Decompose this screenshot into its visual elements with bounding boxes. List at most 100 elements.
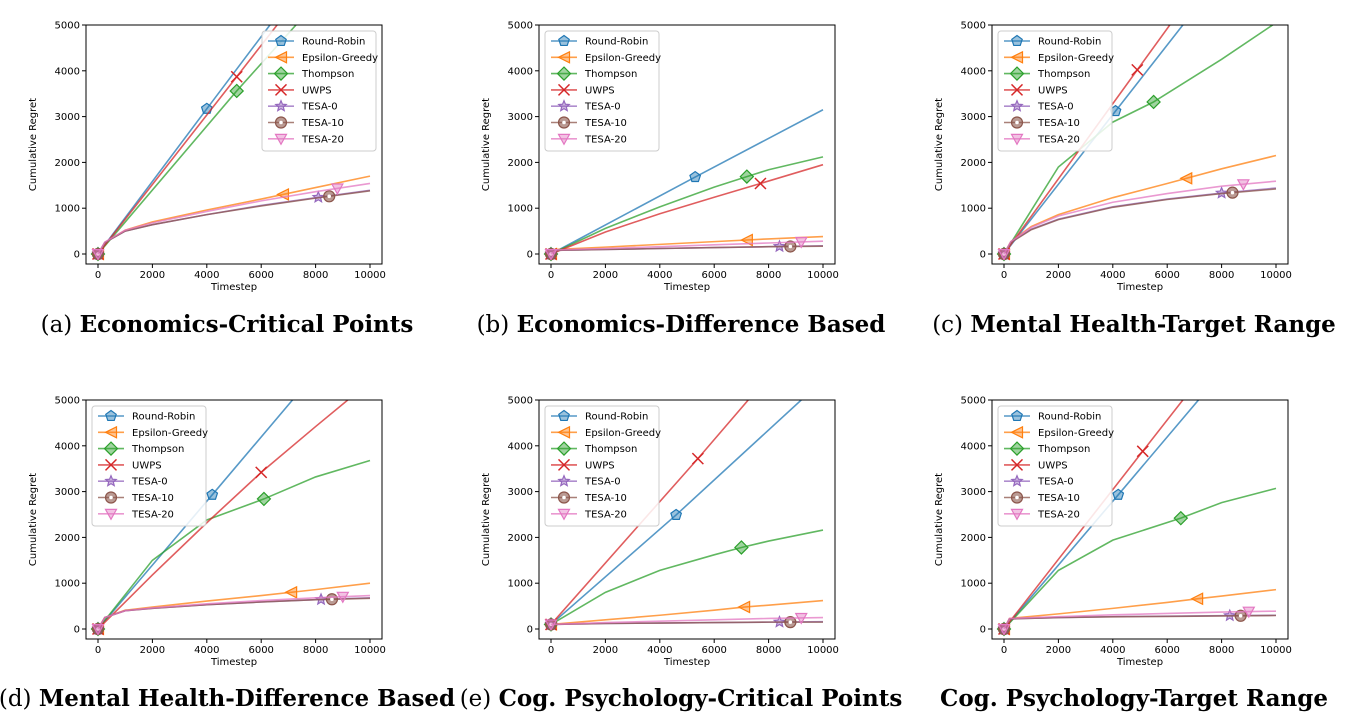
x-axis-label: Timestep (663, 282, 710, 293)
legend-marker-tesa-10 (557, 491, 571, 504)
legend-label-tesa-10: TESA-10 (301, 118, 344, 129)
legend-marker-epsilon-greedy (274, 50, 288, 64)
subfigure-caption: (c) Mental Health-Target Range (932, 311, 1336, 338)
series-line-uwps (97, 400, 350, 630)
caption-title: Mental Health-Difference Based (39, 685, 455, 712)
series-marker-tesa-20 (91, 624, 105, 636)
x-tick-label: 10000 (354, 270, 386, 281)
caption-prefix: (d) (0, 686, 39, 712)
x-tick-label: 10000 (1260, 270, 1292, 281)
series-line-round-robin (550, 109, 824, 255)
y-tick-label: 4000 (961, 66, 986, 77)
y-tick-label: 5000 (961, 396, 986, 407)
subfigure-caption: (d) Mental Health-Difference Based (0, 685, 455, 712)
legend-label-thompson: Thompson (301, 69, 354, 80)
x-tick-label: 8000 (1209, 270, 1234, 281)
legend-label-tesa-10: TESA-10 (1037, 493, 1080, 504)
plot-area (996, 400, 1277, 637)
legend-marker-round-robin (558, 409, 570, 422)
legend-marker-tesa-10 (1010, 116, 1024, 129)
legend-label-round-robin: Round-Robin (132, 412, 195, 423)
x-tick-label: 4000 (1100, 270, 1125, 281)
legend-label-tesa-0: TESA-0 (1037, 102, 1074, 113)
legend-marker-tesa-20 (274, 133, 288, 146)
x-tick-label: 2000 (593, 270, 618, 281)
legend-label-tesa-20: TESA-20 (1037, 509, 1080, 520)
x-tick-label: 4000 (194, 270, 219, 281)
y-axis-label: Cumulative Regret (481, 473, 492, 566)
y-tick-label: 4000 (55, 441, 80, 452)
caption-title: Cog. Psychology-Critical Points (499, 685, 903, 712)
axes-frame (85, 399, 383, 640)
x-tick-label: 10000 (354, 645, 386, 656)
legend-label-tesa-20: TESA-20 (131, 509, 174, 520)
series-marker-epsilon-greedy (284, 585, 298, 599)
y-tick-label: 1000 (961, 204, 986, 215)
series-marker-tesa-20 (91, 249, 105, 261)
x-tick-label: 2000 (1046, 270, 1071, 281)
legend-label-tesa-10: TESA-10 (584, 118, 627, 129)
axes-frame (991, 399, 1289, 640)
legend-label-tesa-0: TESA-0 (301, 102, 338, 113)
legend-label-tesa-20: TESA-20 (584, 134, 627, 145)
legend-marker-round-robin (1011, 409, 1023, 422)
legend-label-round-robin: Round-Robin (585, 37, 648, 48)
x-tick-label: 0 (548, 645, 554, 656)
series-marker-epsilon-greedy (1190, 592, 1204, 606)
plot-area (996, 25, 1277, 262)
caption-title: Cog. Psychology-Target Range (940, 685, 1328, 712)
legend-marker-tesa-20 (557, 133, 571, 146)
series-marker-tesa-20 (794, 612, 808, 625)
caption-title: Economics-Critical Points (80, 311, 414, 338)
y-axis-label: Cumulative Regret (28, 98, 39, 191)
y-tick-label: 2000 (961, 533, 986, 544)
legend: Round-Robin Epsilon-Greedy Thompson UWPS TES… (544, 30, 661, 152)
y-tick-label: 1000 (508, 204, 533, 215)
legend-label-round-robin: Round-Robin (302, 37, 365, 48)
legend-marker-round-robin (105, 409, 117, 422)
caption-prefix: (e) (460, 686, 499, 712)
legend-label-tesa-0: TESA-0 (584, 477, 621, 488)
x-tick-label: 6000 (248, 645, 273, 656)
y-axis-label: Cumulative Regret (934, 98, 945, 191)
legend-marker-round-robin (558, 34, 570, 47)
legend-marker-epsilon-greedy (1010, 50, 1024, 64)
x-axis-label: Timestep (1116, 657, 1163, 668)
series-marker-uwps (691, 452, 704, 465)
legend-marker-tesa-10 (104, 491, 118, 504)
legend-marker-thompson (1009, 441, 1025, 456)
series-marker-thompson (256, 491, 272, 507)
legend-marker-uwps (274, 83, 288, 96)
series-marker-tesa-10 (1234, 609, 1247, 622)
legend-marker-tesa-20 (1010, 508, 1024, 521)
x-tick-label: 2000 (140, 645, 165, 656)
legend-marker-uwps (1010, 83, 1024, 96)
legend-label-uwps: UWPS (1038, 460, 1068, 471)
axes-frame (538, 399, 836, 640)
legend-label-thompson: Thompson (131, 444, 184, 455)
y-tick-label: 2000 (55, 158, 80, 169)
series-marker-tesa-10 (325, 593, 339, 606)
legend-marker-tesa-20 (104, 508, 118, 521)
legend-label-epsilon-greedy: Epsilon-Greedy (1038, 53, 1114, 64)
legend-label-tesa-0: TESA-0 (1037, 477, 1074, 488)
legend-marker-uwps (1010, 458, 1024, 471)
y-tick-label: 0 (74, 625, 80, 636)
x-tick-label: 8000 (756, 645, 781, 656)
legend: Round-Robin Epsilon-Greedy Thompson UWPS TES… (997, 30, 1114, 152)
caption-title: Economics-Difference Based (517, 311, 886, 338)
legend-marker-tesa-0 (1010, 99, 1024, 112)
subfigure-caption: (a) Economics-Critical Points (41, 311, 414, 338)
series-marker-uwps (754, 177, 767, 190)
legend-marker-tesa-0 (557, 474, 571, 487)
legend-marker-tesa-20 (1010, 133, 1024, 146)
legend-label-epsilon-greedy: Epsilon-Greedy (1038, 428, 1114, 439)
y-axis-label: Cumulative Regret (481, 98, 492, 191)
x-tick-label: 6000 (1154, 270, 1179, 281)
series-marker-tesa-20 (330, 183, 344, 196)
series-marker-epsilon-greedy (1179, 171, 1193, 185)
legend: Round-Robin Epsilon-Greedy Thompson UWPS TES… (997, 405, 1114, 527)
series-marker-tesa-10 (784, 240, 797, 253)
y-tick-label: 0 (527, 625, 533, 636)
chart-panel-5: 0 2000 4000 6000 8000 10000 0 1000 2000 3000 4000 5… (481, 396, 839, 669)
